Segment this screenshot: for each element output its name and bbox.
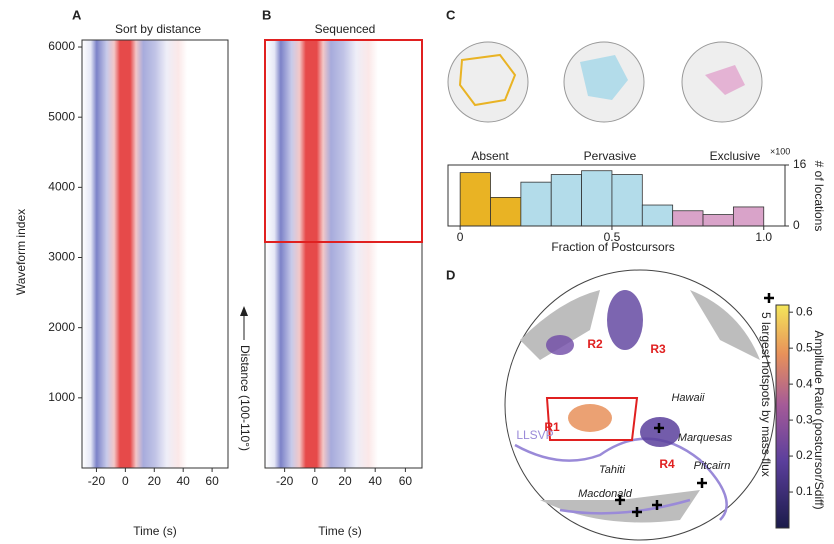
y-tick-label: 1000 — [48, 390, 75, 404]
y-tick-label: 5000 — [48, 109, 75, 123]
panel-letter: D — [446, 267, 455, 282]
bar — [672, 210, 704, 227]
colorbar-tick-label: 0.6 — [796, 304, 813, 318]
x-tick-label: -20 — [276, 474, 294, 488]
y-axis-label: Waveform index — [14, 209, 28, 295]
colorbar-tick-label: 0.1 — [796, 484, 813, 498]
x-tick-label: 0 — [122, 474, 129, 488]
annotation: Pervasive — [584, 149, 637, 163]
legend-label: 5 largest hotspots by mass flux — [759, 312, 773, 477]
colorbar — [775, 304, 790, 529]
region-label: R2 — [587, 337, 603, 351]
bar — [459, 172, 491, 227]
x-tick-label: -20 — [88, 474, 106, 488]
y-tick-label: 2000 — [48, 320, 75, 334]
colorbar-label: Amplitude Ratio (postcursor/Sdiff) — [812, 330, 826, 509]
y-axis-label: # of locations — [812, 161, 826, 232]
y-tick-label: 6000 — [48, 39, 75, 53]
panel-letter: A — [72, 7, 82, 22]
place-label: Macdonald — [578, 488, 633, 500]
panel-letter: C — [446, 7, 456, 22]
colorbar-tick-label: 0.2 — [796, 448, 813, 462]
y-tick-label: 0 — [793, 218, 800, 232]
colorbar-tick-label: 0.5 — [796, 340, 813, 354]
annotation: Absent — [471, 149, 509, 163]
x-axis-label: Fraction of Postcursors — [551, 240, 674, 254]
map-track — [458, 53, 517, 107]
place-label: Hawaii — [671, 392, 705, 404]
x-tick-label: 40 — [369, 474, 383, 488]
multiplier: ×100 — [770, 146, 790, 156]
x-tick-label: 60 — [205, 474, 219, 488]
bar — [732, 206, 765, 227]
x-tick-label: 60 — [399, 474, 413, 488]
mini-map — [447, 41, 529, 123]
map-area — [580, 55, 628, 100]
region-box — [545, 397, 639, 441]
y-tick-label: 4000 — [48, 180, 75, 194]
x-tick-label: 20 — [148, 474, 162, 488]
panel-title: Sequenced — [315, 22, 376, 36]
bar — [641, 204, 674, 227]
heatmap — [82, 40, 228, 468]
hotspot-markers — [615, 423, 707, 517]
place-label: Tahiti — [599, 464, 625, 476]
annotation: Exclusive — [710, 149, 761, 163]
x-axis-label: Time (s) — [133, 524, 177, 538]
place-label: LLSVP — [516, 428, 553, 442]
axes-frame — [447, 164, 786, 227]
bar — [550, 174, 582, 227]
x-tick-label: 0.5 — [604, 230, 621, 244]
panel-a: A Sort by distance Time (s) Waveform ind… — [14, 7, 252, 538]
bar — [611, 174, 643, 227]
legend-marker — [764, 293, 774, 303]
heatmap — [265, 40, 422, 468]
panel-letter: B — [262, 7, 271, 22]
map-area — [705, 65, 745, 95]
bar — [490, 197, 522, 227]
x-tick-label: 0 — [311, 474, 318, 488]
colorbar-tick-label: 0.3 — [796, 412, 813, 426]
region-label: R3 — [650, 342, 666, 356]
y-tick-label: 3000 — [48, 250, 75, 264]
colorbar-tick-label: 0.4 — [796, 376, 813, 390]
bar — [581, 170, 613, 227]
place-label: Marquesas — [678, 432, 733, 444]
arrow-head — [240, 306, 248, 316]
y-tick-label: 16 — [793, 157, 807, 171]
annotation: Distance (100-110°) — [238, 345, 252, 451]
x-tick-label: 20 — [338, 474, 352, 488]
region-label: R1 — [544, 420, 560, 434]
x-axis-label: Time (s) — [318, 524, 362, 538]
highlight-box — [264, 39, 423, 243]
bar — [520, 181, 552, 227]
panel-title: Sort by distance — [115, 22, 201, 36]
region-label: R4 — [659, 457, 675, 471]
panel-d: D 5 largest hotspots by mass flux Amplit… — [446, 267, 826, 541]
x-tick-label: 40 — [177, 474, 191, 488]
scatter-cluster — [546, 335, 574, 355]
panel-c: C ×100 # of locations Fraction of Postcu… — [446, 7, 826, 254]
bar — [702, 214, 734, 227]
place-label: Pitcairn — [694, 460, 731, 472]
scatter-cluster — [607, 290, 643, 350]
axes-frame — [81, 39, 229, 469]
x-tick-label: 0 — [457, 230, 464, 244]
scatter-cluster — [568, 404, 612, 432]
panel-b: B Sequenced Time (s) -20 0 20 40 60 — [262, 7, 423, 538]
x-tick-label: 1.0 — [755, 230, 772, 244]
